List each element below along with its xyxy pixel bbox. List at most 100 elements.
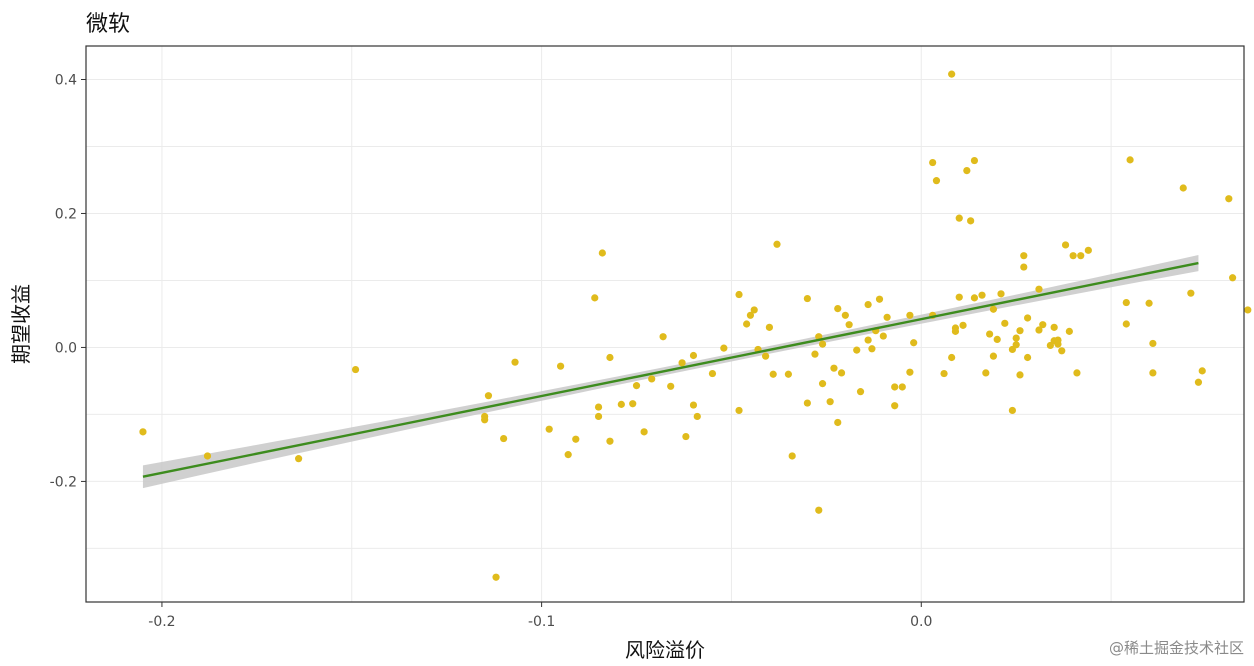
data-point xyxy=(864,336,872,344)
data-point xyxy=(1023,353,1032,362)
data-point xyxy=(746,311,755,319)
data-point xyxy=(891,402,899,410)
data-point xyxy=(1039,321,1047,329)
data-point xyxy=(982,369,990,377)
data-point xyxy=(648,375,656,383)
data-point xyxy=(1016,371,1024,379)
data-point xyxy=(632,382,641,390)
y-axis-label: 期望收益 xyxy=(9,284,33,364)
data-point xyxy=(1187,289,1195,297)
data-point xyxy=(856,388,865,396)
data-point xyxy=(500,434,508,443)
data-point xyxy=(735,406,743,415)
data-point xyxy=(750,306,758,314)
data-point xyxy=(879,332,887,340)
data-point xyxy=(834,304,842,313)
data-point xyxy=(594,403,603,411)
data-point xyxy=(1225,195,1233,203)
data-point xyxy=(640,428,648,436)
data-point xyxy=(1001,319,1009,327)
y-tick-label: 0.0 xyxy=(55,340,77,356)
data-point xyxy=(834,418,842,427)
data-point xyxy=(967,217,975,225)
data-point xyxy=(773,240,781,248)
data-point xyxy=(803,399,811,407)
data-point xyxy=(1016,327,1024,335)
data-point xyxy=(598,249,606,257)
data-point xyxy=(868,345,876,353)
fit-line xyxy=(142,261,1199,478)
regression-line xyxy=(142,261,1199,478)
data-point xyxy=(830,364,838,372)
data-point xyxy=(1198,367,1206,375)
data-point xyxy=(629,400,637,408)
data-point xyxy=(1058,347,1066,355)
data-point xyxy=(659,333,667,341)
data-point xyxy=(989,305,998,313)
data-point xyxy=(556,362,565,370)
data-point xyxy=(594,412,603,421)
data-point xyxy=(1149,369,1157,377)
data-point xyxy=(788,452,796,460)
data-point xyxy=(743,320,751,328)
data-point xyxy=(689,351,698,360)
data-point xyxy=(1035,326,1043,334)
data-point xyxy=(989,352,998,360)
data-point xyxy=(1020,252,1028,260)
data-point xyxy=(351,365,360,374)
data-point xyxy=(295,455,303,463)
data-point xyxy=(932,177,941,185)
data-point xyxy=(997,290,1005,298)
data-point xyxy=(1061,241,1070,249)
data-point xyxy=(970,156,979,165)
data-point xyxy=(492,573,500,581)
data-point xyxy=(511,358,519,366)
data-point xyxy=(883,313,891,321)
data-point xyxy=(1229,274,1237,282)
data-point xyxy=(678,359,686,367)
data-point xyxy=(1244,306,1252,314)
x-tick-label: -0.2 xyxy=(148,614,175,630)
data-point xyxy=(606,437,614,445)
data-point xyxy=(667,382,675,390)
data-point xyxy=(906,311,914,319)
data-point xyxy=(545,425,553,433)
data-point xyxy=(818,380,827,388)
data-point xyxy=(853,346,861,354)
data-point xyxy=(784,370,792,378)
data-point xyxy=(481,416,489,424)
data-point xyxy=(910,339,918,347)
data-point xyxy=(689,401,698,409)
data-point xyxy=(959,321,967,329)
y-tick-label: 0.2 xyxy=(55,206,77,222)
x-tick-label: -0.1 xyxy=(528,614,555,630)
data-point xyxy=(948,70,956,78)
data-point xyxy=(1122,320,1130,328)
data-point xyxy=(1035,285,1043,293)
data-point xyxy=(1020,263,1028,271)
x-axis-label: 风险溢价 xyxy=(625,638,705,662)
data-point xyxy=(720,344,728,352)
data-point xyxy=(1084,246,1092,254)
data-point xyxy=(1050,323,1058,331)
data-point xyxy=(693,412,701,421)
data-point xyxy=(963,166,971,175)
data-point xyxy=(762,352,770,360)
data-point xyxy=(929,158,937,167)
data-point xyxy=(564,451,572,459)
data-point xyxy=(682,432,690,441)
data-point xyxy=(1179,184,1187,192)
data-point xyxy=(1126,156,1134,164)
data-point xyxy=(837,369,846,377)
y-tick-label: -0.2 xyxy=(50,474,77,490)
data-point xyxy=(978,291,986,299)
grid xyxy=(86,46,1244,602)
data-point xyxy=(1073,369,1081,377)
data-points xyxy=(139,70,1252,581)
axis-ticks: -0.2 -0.1 0.0 -0.2 0.0 0.2 0.4 xyxy=(50,72,933,630)
data-point xyxy=(765,323,774,331)
data-point xyxy=(1023,314,1032,322)
data-point xyxy=(951,327,960,335)
data-point xyxy=(1012,341,1020,349)
